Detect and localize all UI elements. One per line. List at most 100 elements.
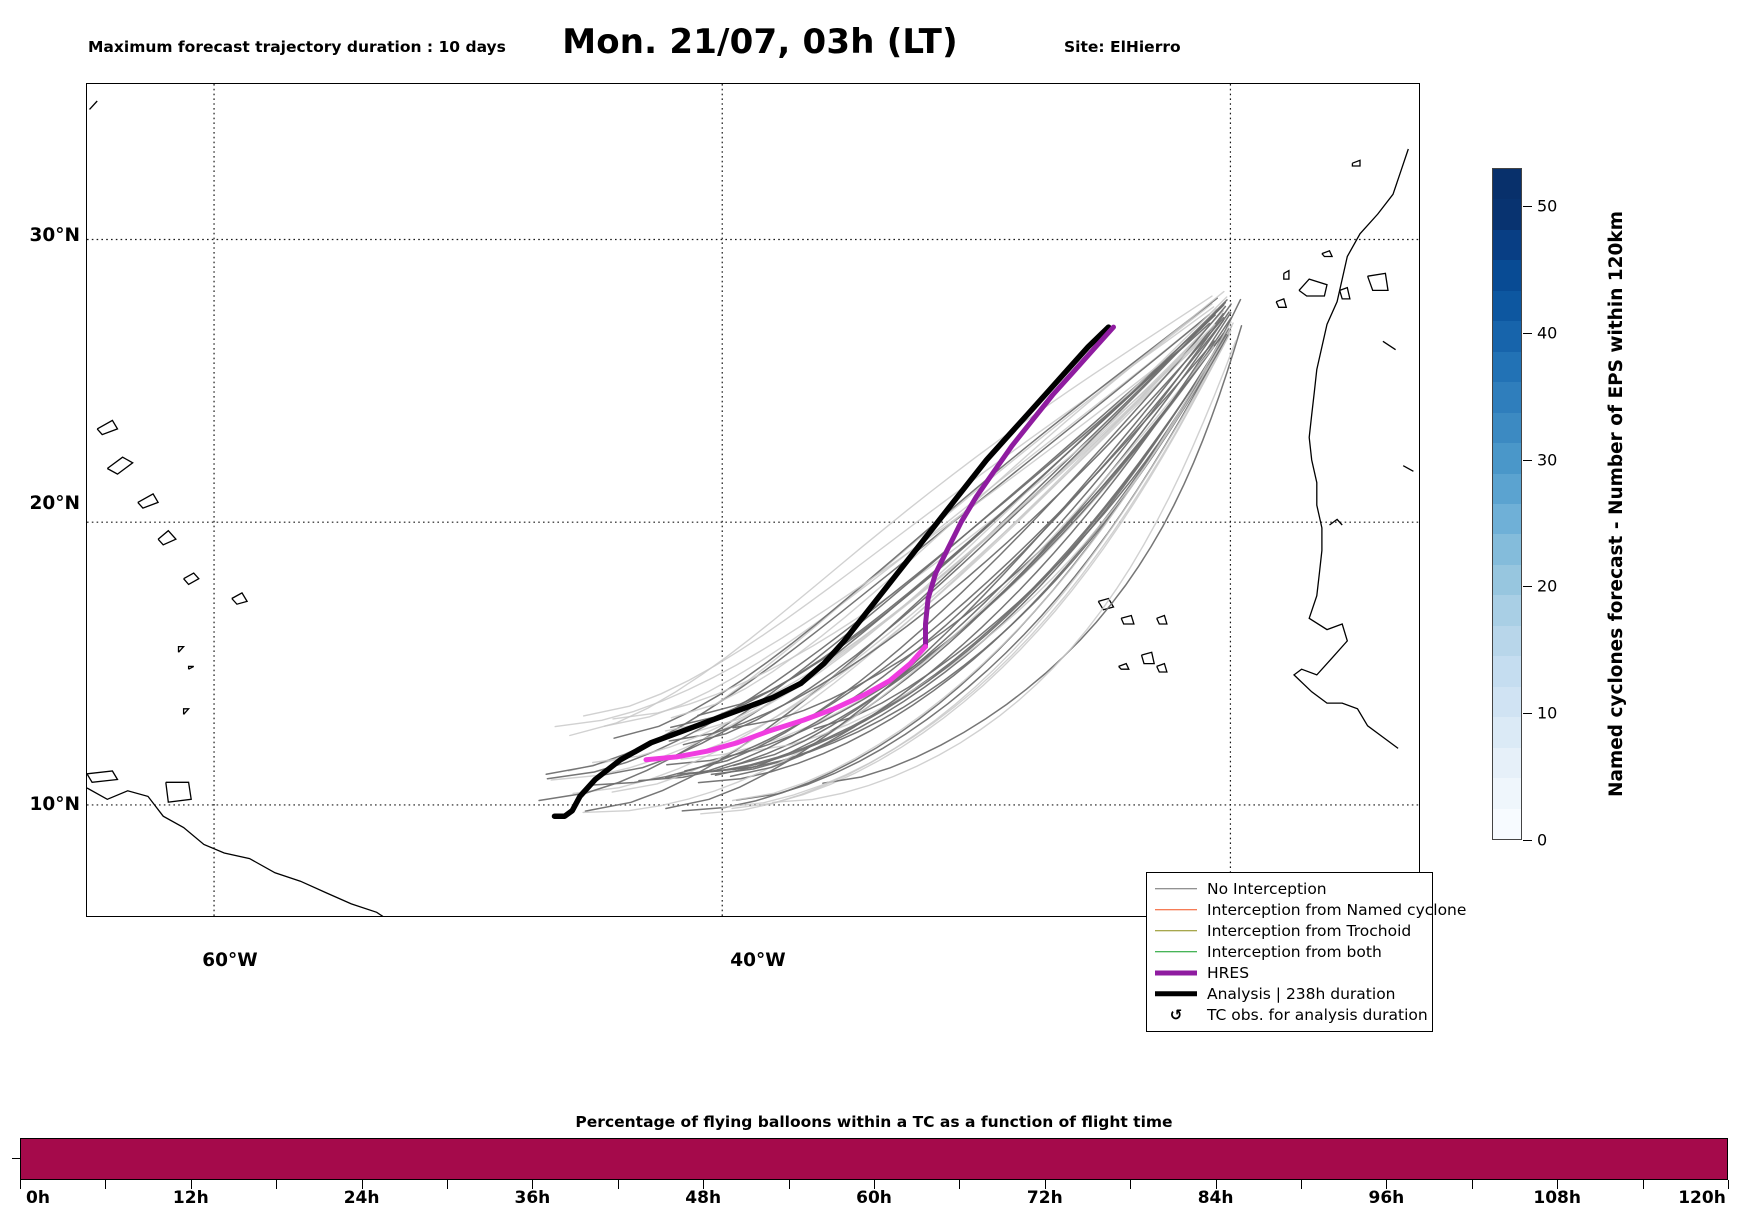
map-xtick-label-60w: 60°W xyxy=(202,950,258,971)
colorbar-segment-7 xyxy=(1493,595,1521,626)
legend-swatch-0 xyxy=(1155,882,1197,896)
legend-item-5[interactable]: Analysis | 238h duration xyxy=(1155,983,1424,1004)
colorbar-ticklabel-20: 20 xyxy=(1537,576,1558,596)
percentage-bar-tick-108 xyxy=(1557,1180,1559,1189)
percentage-bar-ticklabel-108: 108h xyxy=(1533,1188,1581,1208)
colorbar-segment-19 xyxy=(1493,229,1521,261)
percentage-bar-tick-120 xyxy=(1728,1180,1729,1189)
legend-swatch-5 xyxy=(1155,987,1197,1001)
colorbar-segment-10 xyxy=(1493,504,1521,535)
percentage-bar-ytick xyxy=(12,1158,20,1159)
legend-swatch-4 xyxy=(1155,966,1197,980)
percentage-bar-tick-18 xyxy=(276,1180,278,1189)
colorbar-segment-0 xyxy=(1493,808,1521,839)
colorbar-segment-20 xyxy=(1493,199,1521,230)
colorbar-ticklabel-50: 50 xyxy=(1537,196,1558,216)
header-site-line: Site: ElHierro xyxy=(1064,38,1181,56)
percentage-bar-ticklabel-96: 96h xyxy=(1368,1188,1405,1208)
legend-label-6: TC obs. for analysis duration xyxy=(1207,1005,1428,1024)
percentage-bar-tick-96 xyxy=(1386,1180,1388,1189)
percentage-bar-tick-72 xyxy=(1044,1180,1046,1189)
map-legend[interactable]: No Interception Interception from Named c… xyxy=(1146,872,1466,1032)
percentage-bar-tick-24 xyxy=(361,1180,363,1189)
colorbar-tick-50 xyxy=(1523,206,1532,208)
colorbar-segment-3 xyxy=(1493,717,1521,748)
percentage-bar-ticklabel-48: 48h xyxy=(685,1188,722,1208)
percentage-bar-ticklabel-24: 24h xyxy=(343,1188,380,1208)
percentage-bar-ticklabel-12: 12h xyxy=(172,1188,209,1208)
percentage-bar-tick-60 xyxy=(874,1180,875,1189)
tc-observation-icon: ↺ xyxy=(1169,1005,1183,1024)
legend-item-3[interactable]: Interception from both xyxy=(1155,941,1424,962)
percentage-bar-tick-0 xyxy=(20,1180,21,1189)
legend-item-0[interactable]: No Interception xyxy=(1155,878,1424,899)
percentage-bar-ticklabel-36: 36h xyxy=(514,1188,551,1208)
percentage-bar-tick-42 xyxy=(617,1180,619,1189)
colorbar-segment-1 xyxy=(1493,778,1521,809)
colorbar-title: Named cyclones forecast - Number of EPS … xyxy=(1606,210,1627,798)
colorbar-ticklabel-10: 10 xyxy=(1537,703,1558,723)
colorbar-ticklabel-40: 40 xyxy=(1537,323,1558,343)
colorbar-segment-2 xyxy=(1493,747,1521,779)
percentage-bar-tick-36 xyxy=(532,1180,534,1189)
percentage-bar-tick-84 xyxy=(1215,1180,1217,1189)
map-ytick-label-10n: 10°N xyxy=(29,794,80,815)
legend-label-4: HRES xyxy=(1207,963,1250,982)
colorbar-segment-15 xyxy=(1493,351,1521,383)
header-left-line-1: Maximum forecast trajectory duration : 1… xyxy=(88,38,506,56)
trajectory-analysis-238h-duration xyxy=(551,324,1112,819)
map-canvas xyxy=(87,84,1419,916)
colorbar-tick-0 xyxy=(1523,840,1532,841)
colorbar-tick-30 xyxy=(1523,459,1532,461)
legend-label-2: Interception from Trochoid xyxy=(1207,921,1412,940)
legend-label-0: No Interception xyxy=(1207,879,1327,898)
map-xtick-label-40w: 40°W xyxy=(730,950,786,971)
ensemble-trajectories xyxy=(538,290,1243,815)
colorbar-segment-5 xyxy=(1493,656,1521,687)
colorbar-tick-20 xyxy=(1523,586,1532,588)
highlighted-trajectories xyxy=(551,324,1116,819)
percentage-bar-tick-30 xyxy=(447,1180,448,1189)
percentage-bar-tick-54 xyxy=(788,1180,790,1189)
legend-swatch-2 xyxy=(1155,924,1197,938)
page-title: Mon. 21/07, 03h (LT) xyxy=(562,22,958,62)
colorbar-segment-6 xyxy=(1493,625,1521,657)
colorbar-ticklabel-30: 30 xyxy=(1537,450,1558,470)
legend-item-1[interactable]: Interception from Named cyclone xyxy=(1155,899,1466,920)
legend-item-2[interactable]: Interception from Trochoid xyxy=(1155,920,1424,941)
percentage-bar-axes[interactable] xyxy=(20,1138,1728,1180)
trajectory-hres-trochoid-extension- xyxy=(643,644,928,763)
colorbar-ticklabel-0: 0 xyxy=(1537,830,1548,850)
colorbar-segment-17 xyxy=(1493,290,1521,322)
colorbar-segment-12 xyxy=(1493,443,1521,474)
map-plot-area[interactable] xyxy=(86,83,1420,917)
legend-label-5: Analysis | 238h duration xyxy=(1207,984,1396,1003)
colorbar-gradient xyxy=(1492,168,1522,840)
percentage-bar-ticklabel-84: 84h xyxy=(1197,1188,1234,1208)
percentage-bar-fill xyxy=(21,1139,1727,1179)
trajectory-hres xyxy=(923,324,1116,650)
percentage-bar-ticklabel-0: 0h xyxy=(26,1188,50,1208)
map-gridlines xyxy=(87,84,1419,916)
colorbar-tick-40 xyxy=(1523,332,1532,334)
percentage-bar-tick-78 xyxy=(1130,1180,1132,1189)
colorbar-segment-8 xyxy=(1493,564,1521,596)
percentage-bar-ticklabel-72: 72h xyxy=(1026,1188,1063,1208)
legend-label-1: Interception from Named cyclone xyxy=(1207,900,1467,919)
colorbar-segment-18 xyxy=(1493,260,1521,291)
map-ytick-label-20n: 20°N xyxy=(29,493,80,514)
percentage-bar-tick-114 xyxy=(1642,1180,1644,1189)
legend-item-6[interactable]: ↺ TC obs. for analysis duration xyxy=(1155,1004,1428,1025)
colorbar-segment-11 xyxy=(1493,473,1521,505)
legend-item-4[interactable]: HRES xyxy=(1155,962,1424,983)
colorbar[interactable]: Named cyclones forecast - Number of EPS … xyxy=(1492,168,1702,850)
map-coastlines xyxy=(87,100,1414,916)
colorbar-segment-13 xyxy=(1493,412,1521,444)
percentage-bar-ticklabel-60: 60h xyxy=(856,1188,892,1208)
percentage-bar-tick-6 xyxy=(105,1180,107,1189)
colorbar-segment-14 xyxy=(1493,382,1521,413)
colorbar-segment-4 xyxy=(1493,686,1521,718)
legend-label-3: Interception from both xyxy=(1207,942,1382,961)
percentage-bar-tick-48 xyxy=(703,1180,705,1189)
colorbar-segment-9 xyxy=(1493,534,1521,565)
